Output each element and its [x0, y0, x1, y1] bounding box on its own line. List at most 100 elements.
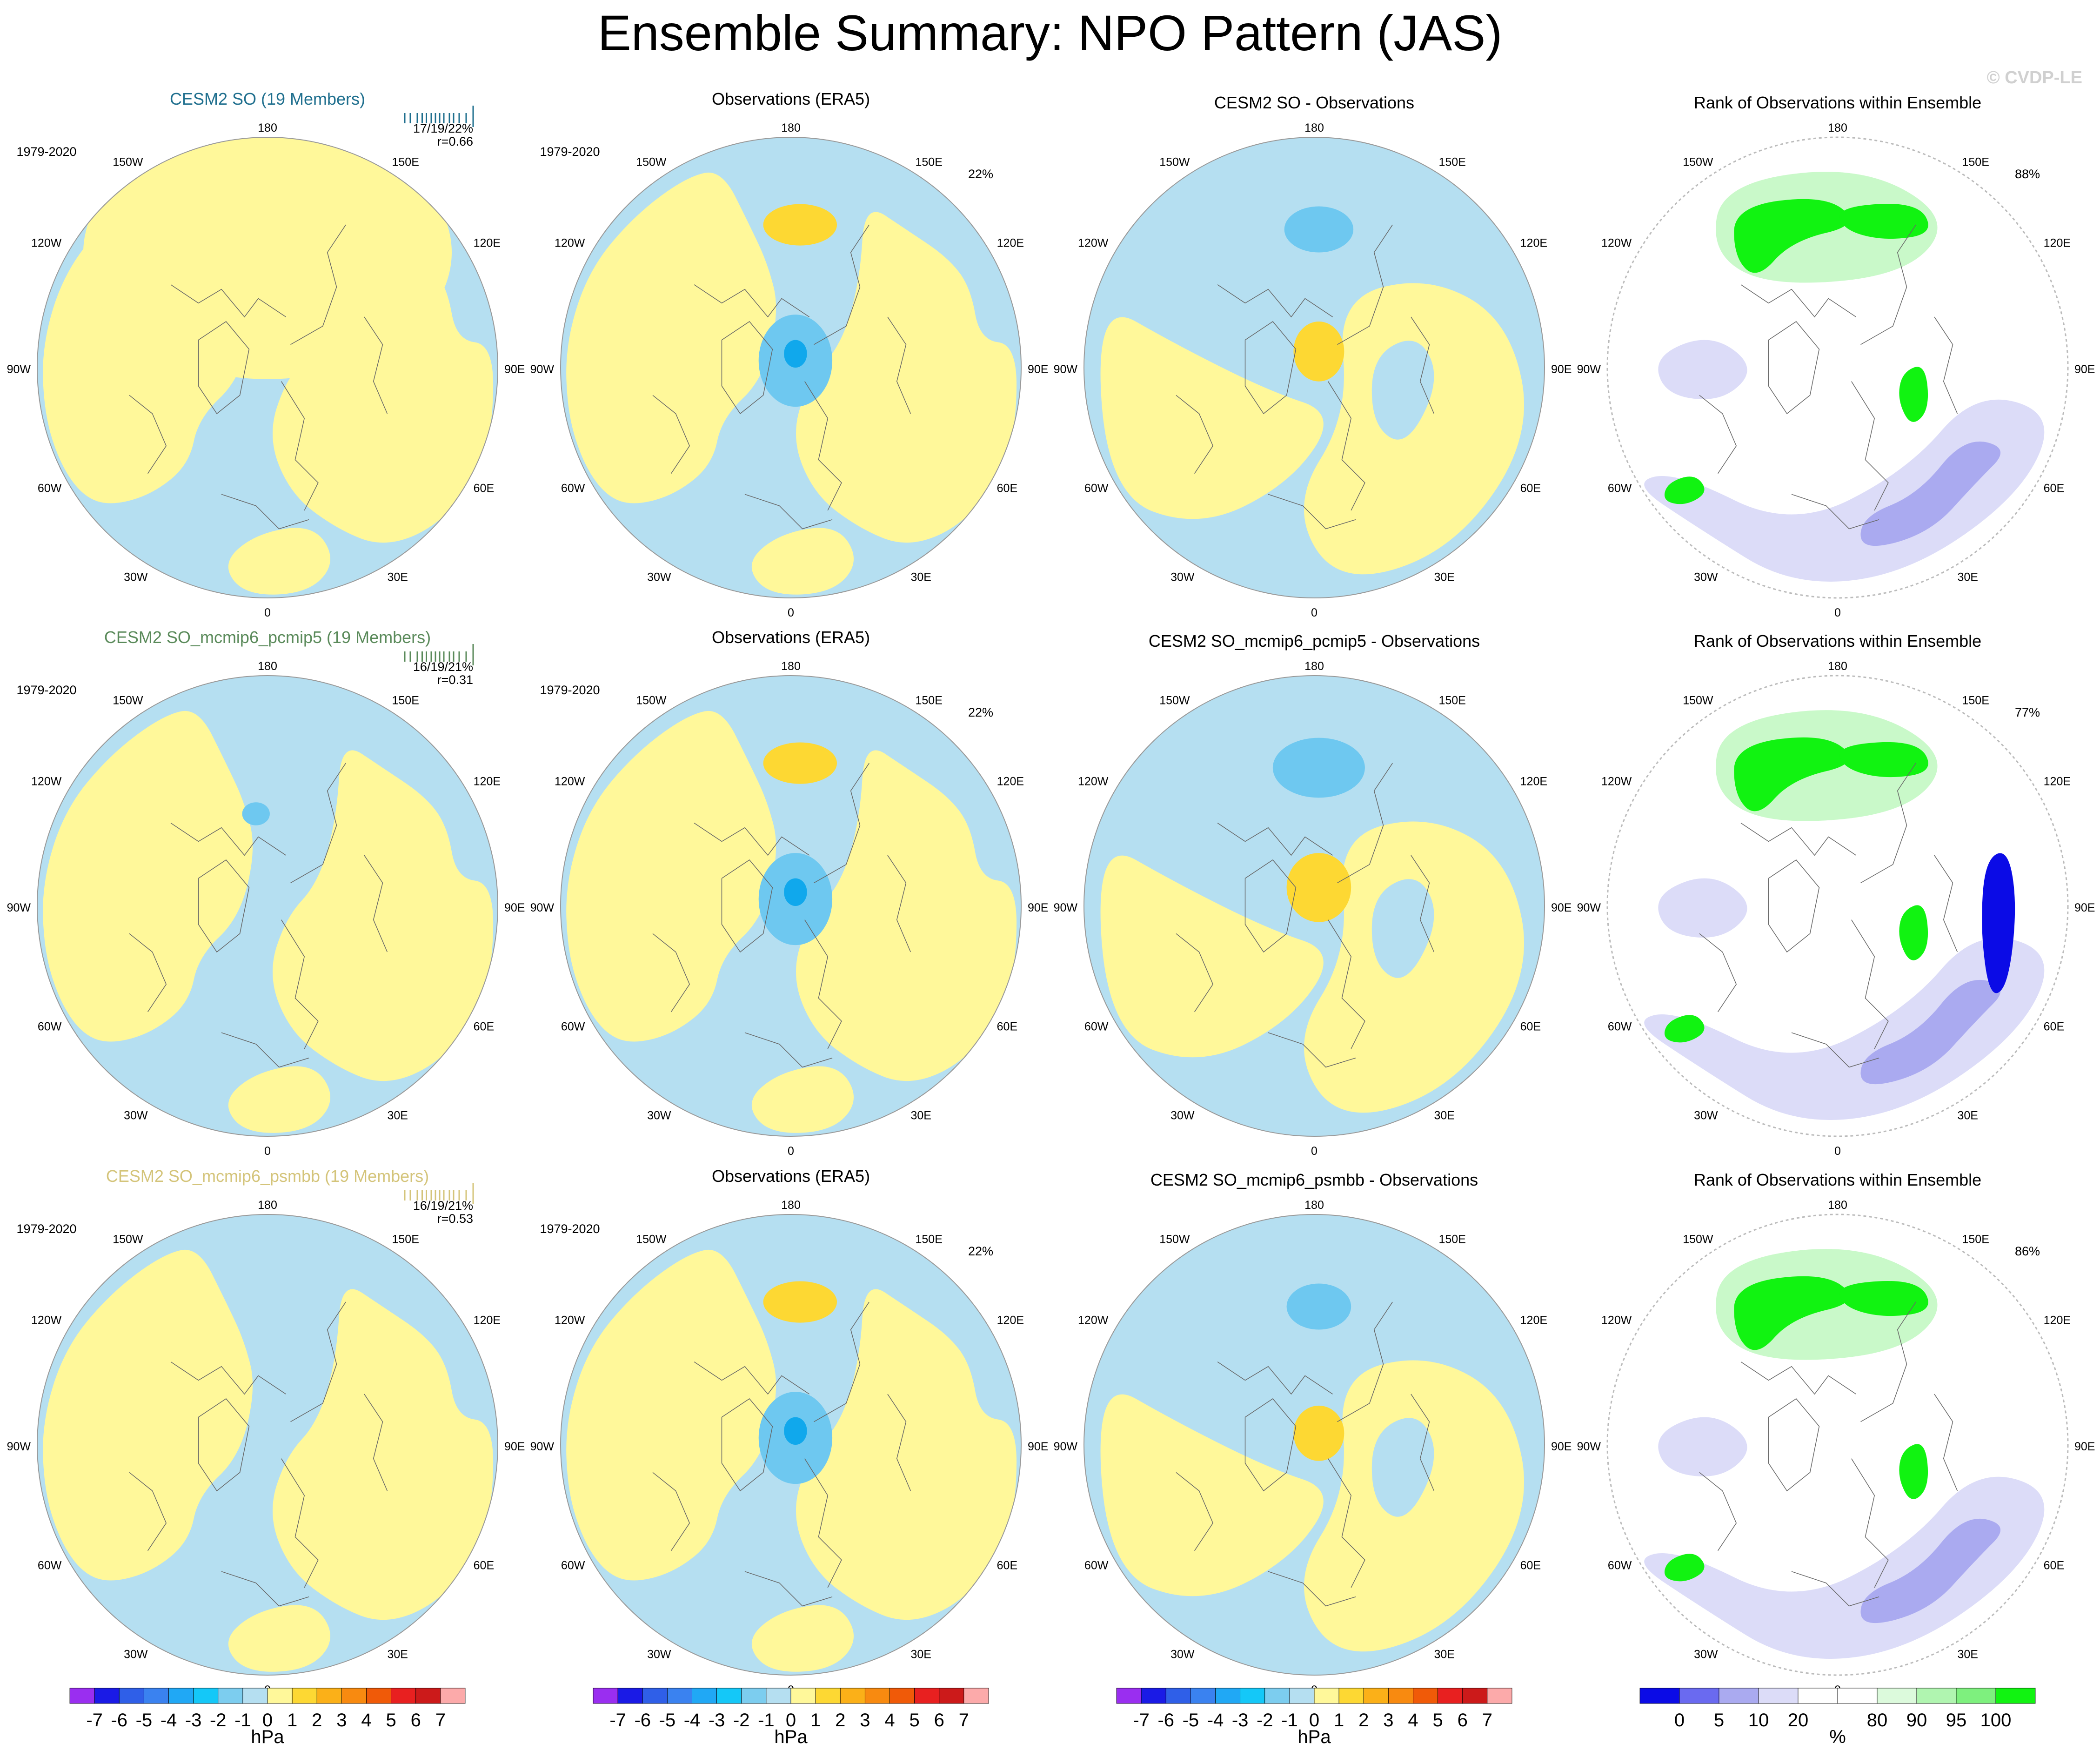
longitude-label: 90W — [530, 1440, 555, 1453]
period-label: 1979-2020 — [540, 683, 600, 697]
panel-title: CESM2 SO (19 Members) — [170, 89, 365, 108]
map-field — [1607, 1214, 2068, 1675]
colorbar-tick-label: 0 — [786, 1710, 796, 1730]
rank-region — [1644, 1476, 2045, 1659]
longitude-label: 90E — [1028, 1440, 1048, 1453]
longitude-label: 60W — [38, 1559, 62, 1572]
map-field — [1084, 1214, 1545, 1675]
longitude-label: 30E — [1958, 571, 1978, 584]
longitude-label: 90W — [1577, 363, 1601, 376]
ensemble-stats: 16/19/21% — [413, 660, 473, 674]
colorbar-swatch — [366, 1688, 392, 1704]
longitude-label: 60E — [474, 1020, 494, 1033]
map-field — [37, 1214, 498, 1675]
colorbar-tick-label: 100 — [1980, 1710, 2012, 1730]
map-field — [561, 676, 1021, 1136]
longitude-label: 90E — [2074, 1440, 2095, 1453]
colorbar-1: -7 -6 -5 -4 -3 -2 -1 0 1 2 3 4 5 6 7 hPa — [593, 1688, 989, 1747]
longitude-label: 90E — [504, 1440, 525, 1453]
longitude-label: 180 — [258, 1199, 277, 1212]
colorbar-unit: hPa — [1297, 1727, 1331, 1747]
longitude-label: 150W — [113, 155, 143, 168]
explained-variance: 22% — [968, 705, 993, 719]
longitude-label: 30E — [1434, 1648, 1455, 1661]
panel-title: CESM2 SO_mcmip6_psmbb - Observations — [1150, 1170, 1478, 1189]
colorbar-tick-label: -4 — [1207, 1710, 1224, 1730]
panel-title: Rank of Observations within Ensemble — [1694, 631, 1981, 650]
positive-region — [566, 1249, 776, 1581]
colorbar-swatch — [1338, 1688, 1364, 1704]
longitude-label: 0 — [1834, 606, 1841, 619]
longitude-label: 150E — [392, 694, 419, 707]
colorbar-swatch — [1314, 1688, 1339, 1704]
explained-variance: 86% — [2015, 1244, 2040, 1258]
colorbar-tick-label: 3 — [336, 1710, 347, 1730]
rank-region — [1860, 1518, 2001, 1623]
rank-region — [1839, 1281, 1928, 1316]
positive-region — [43, 1249, 253, 1581]
colorbar-swatch — [914, 1688, 940, 1704]
longitude-label: 90W — [1054, 1440, 1078, 1453]
longitude-label: 30E — [1434, 1109, 1455, 1122]
rank-region — [1644, 938, 2045, 1120]
colorbar-tick-label: -3 — [709, 1710, 725, 1730]
longitude-label: 120E — [997, 1314, 1024, 1327]
colorbar-swatch — [242, 1688, 268, 1704]
map-field — [561, 137, 1021, 598]
colorbar-tick-label: -1 — [1281, 1710, 1298, 1730]
colorbar-tick-label: 5 — [1714, 1710, 1724, 1730]
colorbar-swatch — [1719, 1688, 1759, 1704]
longitude-label: 60W — [1608, 482, 1632, 495]
panel-rank-r1-c3: Rank of Observations within Ensemble 180 1… — [1577, 631, 2095, 1158]
longitude-label: 30W — [1170, 571, 1195, 584]
longitude-label: 30W — [1694, 571, 1718, 584]
colorbar-swatch — [69, 1688, 95, 1704]
longitude-label: 60W — [561, 482, 585, 495]
longitude-label: 180 — [781, 121, 801, 134]
longitude-label: 90W — [530, 901, 555, 914]
positive-region — [751, 528, 854, 595]
longitude-label: 180 — [258, 660, 277, 673]
colorbar-swatch — [1462, 1688, 1488, 1704]
colorbar-swatch — [1363, 1688, 1389, 1704]
colorbar-swatch — [790, 1688, 816, 1704]
positive-anomaly — [763, 742, 837, 784]
longitude-label: 30E — [911, 1109, 931, 1122]
colorbar-swatch — [94, 1688, 120, 1704]
explained-variance: 77% — [2015, 705, 2040, 719]
pattern-correlation: r=0.31 — [437, 673, 473, 687]
period-label: 1979-2020 — [16, 145, 76, 159]
panel-title: Rank of Observations within Ensemble — [1694, 93, 1981, 112]
longitude-label: 180 — [781, 660, 801, 673]
longitude-label: 180 — [1304, 660, 1324, 673]
colorbar-swatch — [1916, 1688, 1957, 1704]
colorbar-tick-label: 95 — [1946, 1710, 1967, 1730]
pattern-correlation: r=0.66 — [437, 134, 473, 148]
panel-title: CESM2 SO_mcmip6_pcmip5 (19 Members) — [104, 628, 431, 647]
colorbar-tick-label: 4 — [1408, 1710, 1418, 1730]
longitude-label: 60E — [2044, 1020, 2064, 1033]
positive-region — [273, 1289, 494, 1620]
longitude-label: 90E — [504, 363, 525, 376]
longitude-label: 150W — [1683, 694, 1713, 707]
colorbar-swatch — [692, 1688, 717, 1704]
positive-anomaly — [763, 204, 837, 246]
colorbar-unit: hPa — [251, 1727, 284, 1747]
positive-region — [43, 711, 253, 1042]
colorbar-swatch — [1190, 1688, 1216, 1704]
map-field — [561, 1214, 1021, 1675]
panel-title: CESM2 SO_mcmip6_psmbb (19 Members) — [106, 1167, 429, 1186]
longitude-label: 150W — [1159, 155, 1190, 168]
explained-variance: 22% — [968, 1244, 993, 1258]
colorbar-swatch — [168, 1688, 194, 1704]
longitude-label: 30E — [388, 571, 408, 584]
colorbar-swatch — [1758, 1688, 1799, 1704]
ensemble-stats: 17/19/22% — [413, 121, 473, 135]
colorbar-swatch — [1240, 1688, 1265, 1704]
longitude-label: 90E — [2074, 363, 2095, 376]
positive-region — [796, 212, 1017, 543]
panel-diff-r2-c2: CESM2 SO_mcmip6_psmbb - Observations 180 1… — [1054, 1170, 1572, 1697]
panel-rank-r2-c3: Rank of Observations within Ensemble 180 1… — [1577, 1170, 2095, 1697]
longitude-label: 30E — [911, 1648, 931, 1661]
colorbar-tick-label: -3 — [1232, 1710, 1249, 1730]
